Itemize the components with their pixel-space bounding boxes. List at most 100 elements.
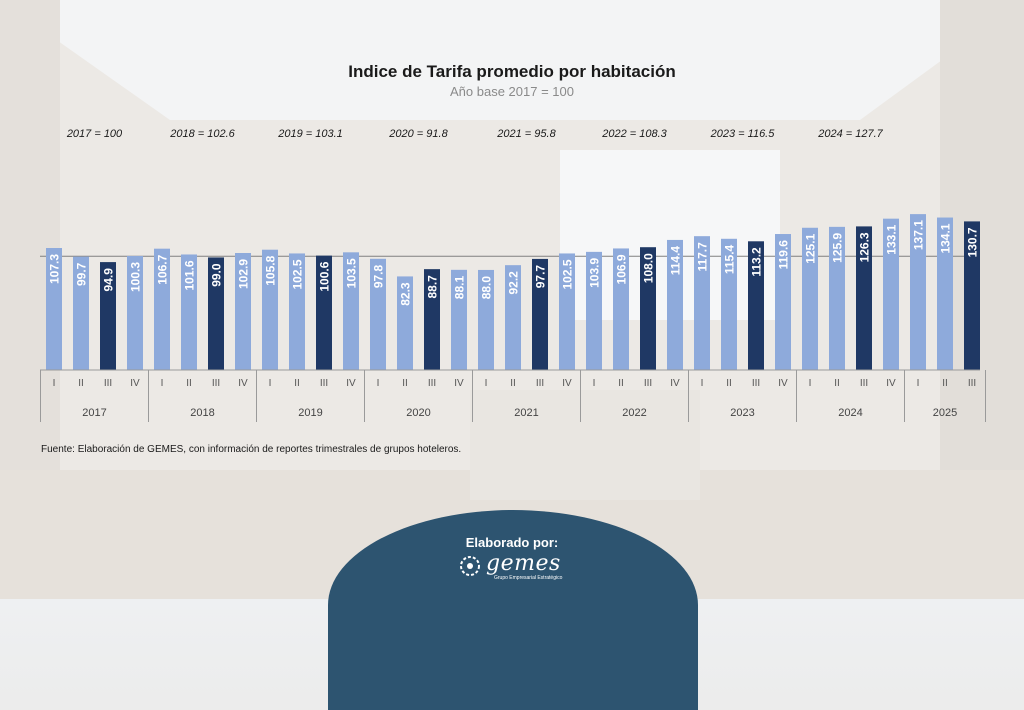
quarter-tick-label: II xyxy=(78,378,84,389)
chart-subtitle: Año base 2017 = 100 xyxy=(450,84,574,99)
year-average-annotation: 2019 = 103.1 xyxy=(277,128,343,140)
bar-value-label: 108.0 xyxy=(642,253,656,283)
bar-value-label: 97.8 xyxy=(372,264,386,288)
bar-value-label: 88.0 xyxy=(480,276,494,300)
quarter-tick-label: IV xyxy=(454,378,464,389)
bar xyxy=(829,226,845,370)
bar xyxy=(370,258,386,370)
bar-value-label: 125.1 xyxy=(804,233,818,263)
bar xyxy=(289,253,305,370)
chart-title: Indice de Tarifa promedio por habitación xyxy=(348,62,676,81)
bar xyxy=(586,251,602,370)
bar xyxy=(127,255,143,370)
bar-value-label: 130.7 xyxy=(966,227,980,257)
bar-value-label: 102.9 xyxy=(237,259,251,289)
quarter-tick-label: I xyxy=(377,378,380,389)
bar xyxy=(424,269,440,370)
year-tick-label: 2023 xyxy=(730,407,754,419)
quarter-tick-label: II xyxy=(510,378,516,389)
quarter-tick-label: II xyxy=(186,378,192,389)
bar-value-label: 106.9 xyxy=(615,254,629,284)
bar xyxy=(721,238,737,370)
bar xyxy=(532,258,548,370)
year-average-annotation: 2022 = 108.3 xyxy=(601,128,667,140)
bar xyxy=(451,269,467,370)
bar-value-label: 134.1 xyxy=(939,223,953,253)
year-tick-label: 2024 xyxy=(838,407,862,419)
year-average-annotation: 2023 = 116.5 xyxy=(710,128,776,140)
year-average-annotation: 2018 = 102.6 xyxy=(169,128,235,140)
bar xyxy=(316,255,332,370)
bar-value-label: 106.7 xyxy=(156,254,170,284)
gemes-logo: gemes Grupo Empresarial Estratégico xyxy=(458,551,578,585)
bar xyxy=(910,214,926,370)
quarter-tick-label: III xyxy=(320,378,328,389)
year-tick-label: 2018 xyxy=(190,407,214,419)
bar xyxy=(694,236,710,370)
bar xyxy=(640,247,656,370)
bar-value-label: 137.1 xyxy=(912,220,926,250)
chart-canvas: 107.3 99.7 94.9 100.3 106.7 101.6 99.0 102.9 105… xyxy=(40,128,986,422)
bar xyxy=(748,241,764,370)
quarter-tick-label: III xyxy=(212,378,220,389)
bar-value-label: 99.7 xyxy=(75,262,89,286)
bar xyxy=(613,248,629,370)
bar-value-label: 115.4 xyxy=(723,244,737,274)
bar xyxy=(856,226,872,370)
source-note: Fuente: Elaboración de GEMES, con inform… xyxy=(41,444,462,455)
bar xyxy=(937,217,953,370)
bar-value-label: 133.1 xyxy=(885,224,899,254)
bar-value-label: 126.3 xyxy=(858,232,872,262)
bar xyxy=(397,276,413,370)
bar-value-label: 103.5 xyxy=(345,258,359,288)
bar-value-label: 97.7 xyxy=(534,265,548,289)
quarter-tick-label: III xyxy=(428,378,436,389)
bar-value-label: 88.1 xyxy=(453,276,467,300)
year-tick-label: 2025 xyxy=(933,407,957,419)
quarter-tick-label: II xyxy=(834,378,840,389)
quarter-tick-label: II xyxy=(618,378,624,389)
quarter-tick-label: IV xyxy=(670,378,680,389)
year-tick-label: 2020 xyxy=(406,407,430,419)
footer-label: Elaborado por: xyxy=(465,535,559,550)
bar-value-label: 102.5 xyxy=(291,259,305,289)
bar-value-label: 113.2 xyxy=(750,247,764,277)
logo-text: gemes xyxy=(486,551,561,576)
bar-value-label: 114.4 xyxy=(669,246,683,276)
bar xyxy=(775,234,791,370)
quarter-tick-label: I xyxy=(701,378,704,389)
year-average-annotation: 2020 = 91.8 xyxy=(388,128,448,140)
bar xyxy=(343,252,359,370)
year-tick-label: 2022 xyxy=(622,407,646,419)
year-tick-label: 2021 xyxy=(514,407,538,419)
quarter-tick-label: II xyxy=(402,378,408,389)
bar-value-label: 100.3 xyxy=(129,262,143,292)
quarter-tick-label: III xyxy=(536,378,544,389)
bar-value-label: 99.0 xyxy=(210,263,224,287)
bar xyxy=(154,248,170,370)
bar-value-label: 117.7 xyxy=(696,242,710,272)
bar-value-label: 105.8 xyxy=(264,255,278,285)
quarter-tick-label: III xyxy=(752,378,760,389)
bar xyxy=(73,256,89,370)
quarter-tick-label: I xyxy=(53,378,56,389)
bar-value-label: 92.2 xyxy=(507,271,521,295)
bar xyxy=(883,218,899,370)
bar xyxy=(235,253,251,370)
bar xyxy=(262,249,278,370)
year-average-annotation: 2017 = 100 xyxy=(66,128,123,140)
quarter-tick-label: III xyxy=(968,378,976,389)
bar xyxy=(478,269,494,370)
quarter-tick-label: IV xyxy=(346,378,356,389)
bar xyxy=(559,253,575,370)
quarter-tick-label: II xyxy=(726,378,732,389)
bar-value-label: 94.9 xyxy=(102,268,116,292)
bar-value-label: 100.6 xyxy=(318,261,332,291)
quarter-tick-label: I xyxy=(593,378,596,389)
bar xyxy=(181,254,197,370)
bar xyxy=(667,239,683,370)
logo-tagline: Grupo Empresarial Estratégico xyxy=(494,575,563,581)
quarter-tick-label: II xyxy=(294,378,300,389)
year-average-annotation: 2024 = 127.7 xyxy=(817,128,883,140)
quarter-tick-label: IV xyxy=(778,378,788,389)
